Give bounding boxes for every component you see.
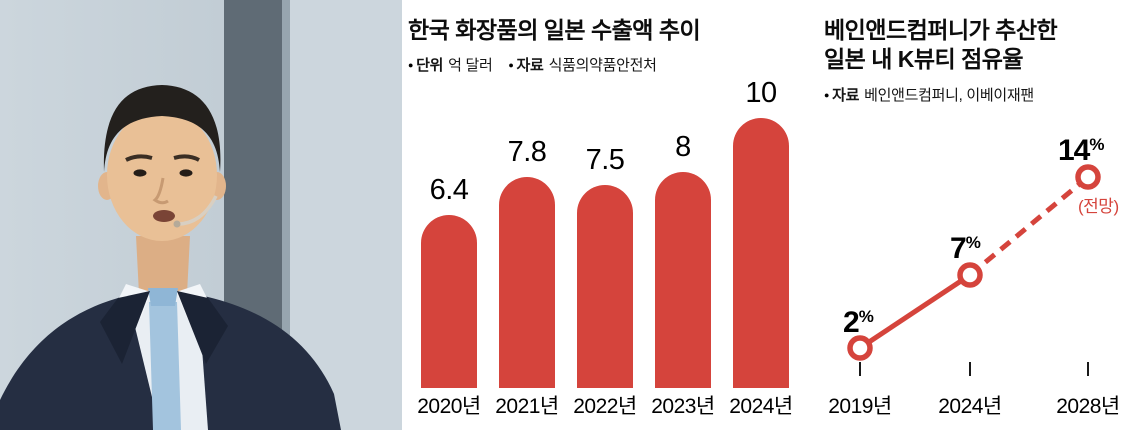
- point-value-label: 14%: [1058, 134, 1104, 167]
- eye-left: [133, 169, 147, 177]
- bar-x-label: 2024년: [729, 395, 793, 418]
- line-x-label: 2024년: [938, 395, 1002, 418]
- line-segment: [858, 272, 972, 351]
- face: [107, 109, 217, 241]
- source-label: 자료: [832, 86, 860, 104]
- tie-knot: [148, 288, 178, 306]
- source-label: 자료: [516, 57, 544, 75]
- data-point-2019년: [847, 335, 873, 361]
- bullet-icon: ●: [408, 60, 414, 71]
- nose: [152, 177, 169, 205]
- forecast-line-segment: [968, 175, 1090, 277]
- bullet-icon: ●: [508, 60, 514, 71]
- forecast-annotation: (전망): [1078, 197, 1119, 216]
- eyebrow-right: [173, 154, 200, 162]
- eye-right: [179, 169, 193, 177]
- bar-2024년: [733, 118, 789, 388]
- bar-chart-section: 한국 화장품의 일본 수출액 추이 ● 단위 억 달러 ● 자료 식품의약품안전처 6.…: [408, 0, 808, 430]
- line-x-label: 2028년: [1056, 395, 1120, 418]
- bar-2022년: [577, 185, 633, 388]
- bar-2023년: [655, 172, 711, 388]
- line-chart-svg: 2% 7% 14% (전망): [843, 134, 1119, 376]
- bar-plot: 6.4 2020년 7.8 2021년 7.5 2022년 8 2023년 10 2024년: [408, 0, 808, 430]
- data-point-2028년: [1075, 164, 1101, 190]
- unit-label: 단위: [416, 57, 444, 75]
- bar-chart-title: 한국 화장품의 일본 수출액 추이: [408, 17, 701, 43]
- lapel-right: [177, 291, 228, 364]
- source-value: 식품의약품안전처: [548, 57, 657, 75]
- bar-value-label: 6.4: [429, 174, 469, 206]
- bar-2020년: [421, 215, 477, 388]
- bar-x-label: 2022년: [573, 395, 637, 418]
- bullet-icon: ●: [824, 89, 830, 100]
- point-value-label: 7%: [950, 232, 981, 265]
- hair: [103, 85, 221, 172]
- bar-x-label: 2021년: [495, 395, 559, 418]
- headset-mic: [177, 195, 218, 226]
- line-chart-title-line1: 베인앤드컴퍼니가 추산한: [824, 17, 1058, 43]
- source-value: 베인앤드컴퍼니, 이베이재팬: [864, 86, 1034, 104]
- mic-tip: [173, 220, 181, 228]
- spokesman-photo-illustration: [0, 0, 402, 430]
- line-x-label: 2019년: [828, 395, 892, 418]
- bar-value-label: 10: [745, 77, 777, 109]
- mouth: [153, 210, 175, 222]
- spokesman-photo: [0, 0, 402, 430]
- lapel-left: [100, 291, 150, 364]
- bar-x-label: 2023년: [651, 395, 715, 418]
- line-chart-title-line2: 일본 내 K뷰티 점유율: [824, 46, 1024, 73]
- unit-value: 억 달러: [448, 57, 493, 75]
- line-chart-meta: ● 자료 베인앤드컴퍼니, 이베이재팬: [824, 84, 1132, 105]
- bar-value-label: 8: [675, 131, 691, 163]
- point-value-label: 2%: [843, 306, 874, 339]
- photo-panel-edge: [282, 0, 290, 430]
- bar-value-label: 7.5: [585, 144, 625, 176]
- line-plot: 2% 7% 14% (전망): [824, 110, 1132, 400]
- bar-2021년: [499, 177, 555, 388]
- data-point-2024년: [957, 262, 983, 288]
- tie: [149, 302, 181, 430]
- bar-value-label: 7.8: [507, 136, 547, 168]
- eyebrow-left: [125, 154, 153, 162]
- bar-x-label: 2020년: [417, 395, 481, 418]
- bar-chart-meta: ● 단위 억 달러 ● 자료 식품의약품안전처: [408, 54, 808, 75]
- neck: [136, 236, 190, 294]
